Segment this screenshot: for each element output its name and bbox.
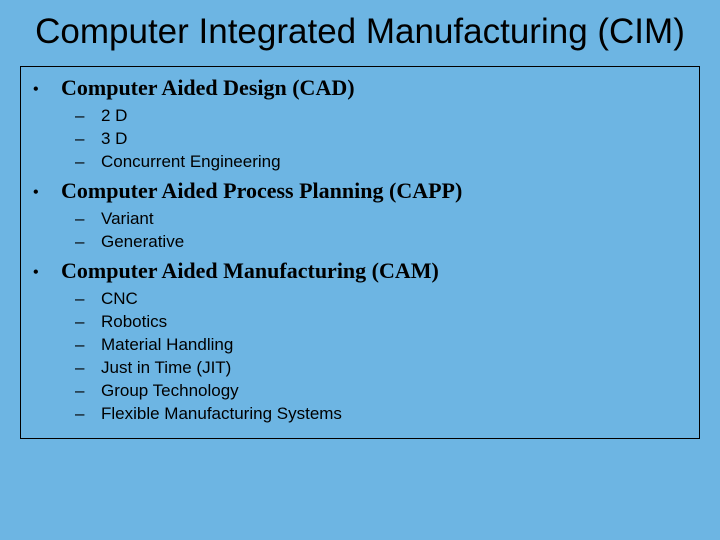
- list-item: – Group Technology: [75, 380, 687, 403]
- list-item-text: 2 D: [101, 105, 127, 128]
- list-item: – Concurrent Engineering: [75, 151, 687, 174]
- list-item-text: Generative: [101, 231, 184, 254]
- list-item: – 3 D: [75, 128, 687, 151]
- list-item-text: Robotics: [101, 311, 167, 334]
- list-item: – Generative: [75, 231, 687, 254]
- dash-icon: –: [75, 208, 101, 231]
- bullet-icon: •: [33, 184, 61, 202]
- section-heading-text: Computer Aided Process Planning (CAPP): [61, 178, 462, 204]
- list-item: – Variant: [75, 208, 687, 231]
- bullet-icon: •: [33, 81, 61, 99]
- dash-icon: –: [75, 231, 101, 254]
- section-heading-cad: • Computer Aided Design (CAD): [33, 75, 687, 101]
- dash-icon: –: [75, 334, 101, 357]
- list-item-text: Flexible Manufacturing Systems: [101, 403, 342, 426]
- section-heading-text: Computer Aided Design (CAD): [61, 75, 355, 101]
- list-item-text: Concurrent Engineering: [101, 151, 281, 174]
- list-item-text: CNC: [101, 288, 138, 311]
- list-item: – 2 D: [75, 105, 687, 128]
- list-item: – Robotics: [75, 311, 687, 334]
- slide-title: Computer Integrated Manufacturing (CIM): [20, 12, 700, 52]
- list-item: – Just in Time (JIT): [75, 357, 687, 380]
- slide: Computer Integrated Manufacturing (CIM) …: [0, 0, 720, 540]
- list-item-text: Group Technology: [101, 380, 239, 403]
- list-item-text: Variant: [101, 208, 154, 231]
- list-item: – CNC: [75, 288, 687, 311]
- list-item: – Flexible Manufacturing Systems: [75, 403, 687, 426]
- list-item: – Material Handling: [75, 334, 687, 357]
- list-item-text: Material Handling: [101, 334, 233, 357]
- dash-icon: –: [75, 357, 101, 380]
- list-item-text: Just in Time (JIT): [101, 357, 231, 380]
- dash-icon: –: [75, 403, 101, 426]
- section-heading-cam: • Computer Aided Manufacturing (CAM): [33, 258, 687, 284]
- dash-icon: –: [75, 288, 101, 311]
- content-box: • Computer Aided Design (CAD) – 2 D – 3 …: [20, 66, 700, 438]
- dash-icon: –: [75, 128, 101, 151]
- dash-icon: –: [75, 105, 101, 128]
- section-heading-text: Computer Aided Manufacturing (CAM): [61, 258, 439, 284]
- dash-icon: –: [75, 151, 101, 174]
- dash-icon: –: [75, 311, 101, 334]
- bullet-icon: •: [33, 264, 61, 282]
- dash-icon: –: [75, 380, 101, 403]
- list-item-text: 3 D: [101, 128, 127, 151]
- section-heading-capp: • Computer Aided Process Planning (CAPP): [33, 178, 687, 204]
